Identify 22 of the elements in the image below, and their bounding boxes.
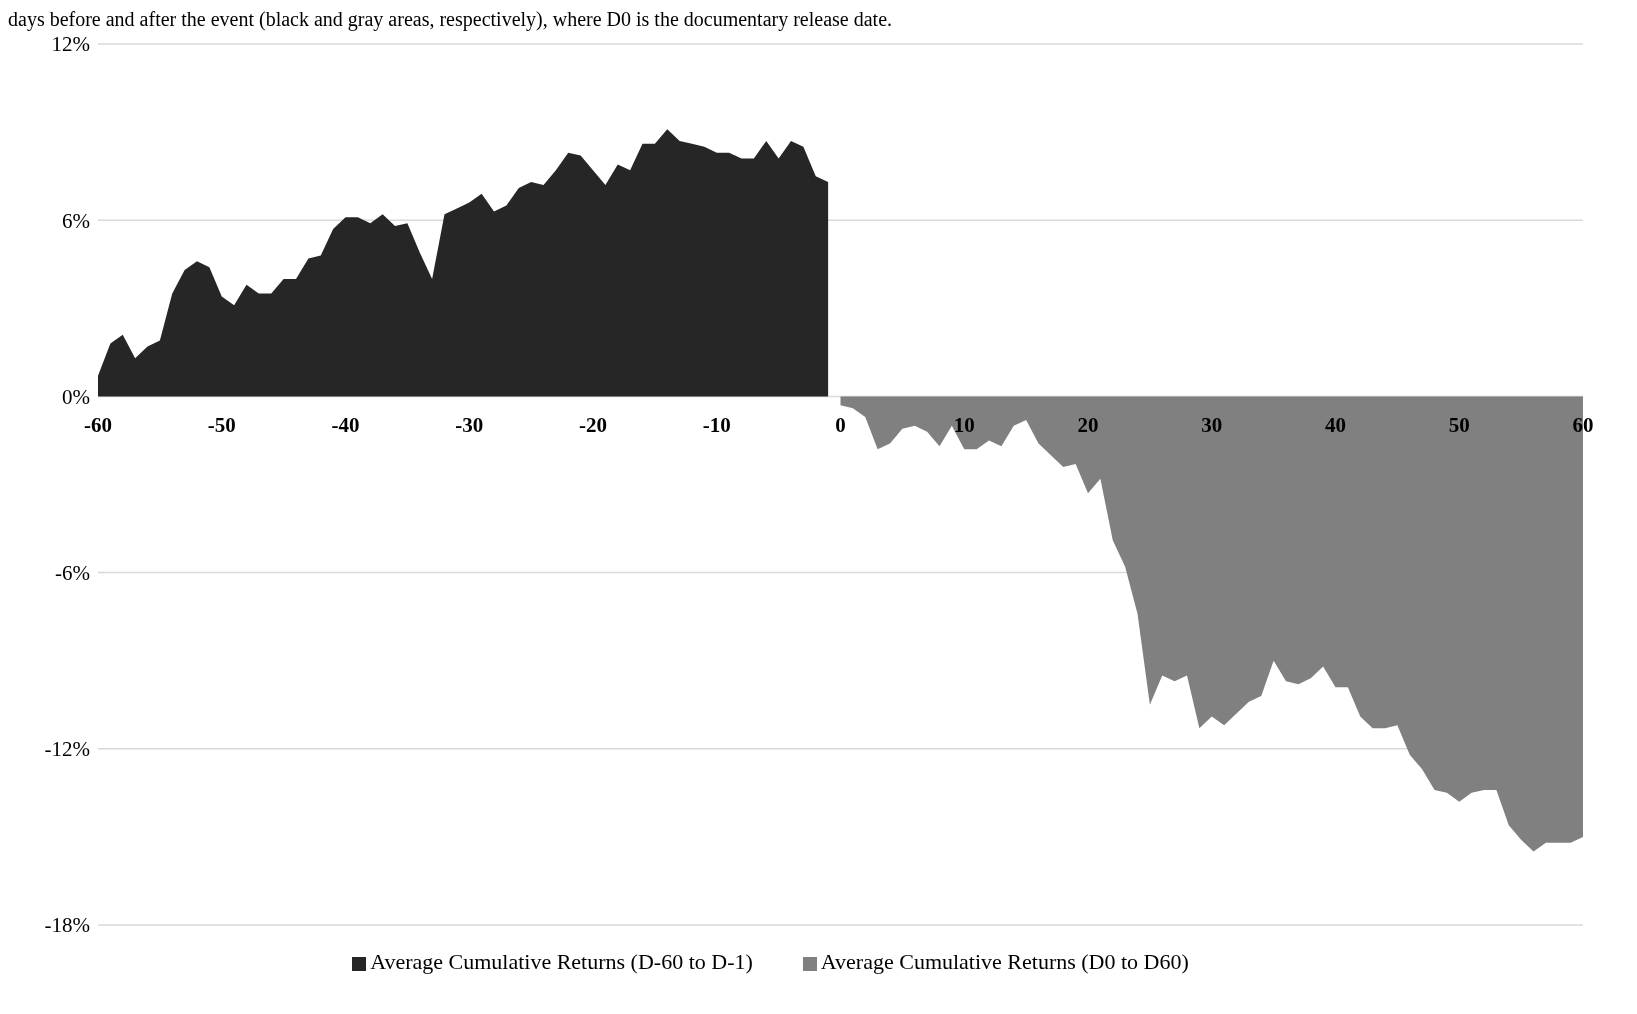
x-tick-label: 0 (835, 413, 846, 438)
x-tick-label: 30 (1201, 413, 1223, 438)
y-tick-label: -12% (44, 737, 90, 762)
y-tick-label: -6% (55, 561, 90, 586)
x-tick-label: -20 (579, 413, 607, 438)
x-tick-label: -40 (331, 413, 360, 438)
y-tick-label: 0% (62, 384, 90, 409)
legend-label: Average Cumulative Returns (D0 to D60) (820, 949, 1189, 974)
y-tick-label: 12% (51, 32, 90, 57)
x-tick-label: -50 (207, 413, 236, 438)
x-tick-label: 20 (1077, 413, 1099, 438)
x-tick-label: 40 (1325, 413, 1346, 438)
text: days before and after the event (black and gray areas, respectively), where D0 is the documentary release date. (8, 8, 894, 30)
legend-label: Average Cumulative Returns (D-60 to D-1) (370, 949, 753, 974)
y-tick-label: -18% (44, 913, 90, 938)
x-tick-label: 60 (1572, 413, 1594, 438)
x-tick-label: -30 (455, 413, 484, 438)
x-tick-label: 50 (1448, 413, 1470, 438)
x-tick-label: -10 (702, 413, 731, 438)
x-tick-label: -60 (84, 413, 112, 438)
x-tick-label: 10 (953, 413, 975, 438)
y-tick-label: 6% (62, 208, 90, 233)
